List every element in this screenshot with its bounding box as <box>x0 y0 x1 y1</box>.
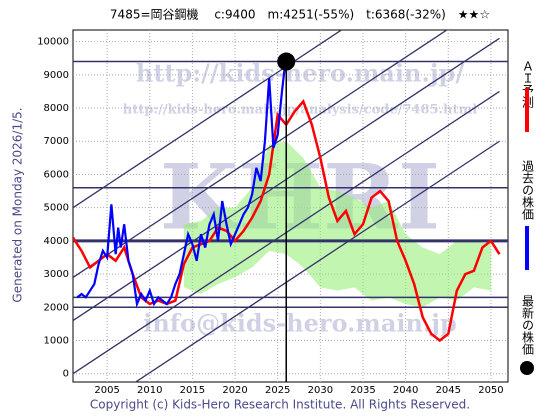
y-tick-label: 2000 <box>44 302 69 313</box>
footer: Copyright (c) Kids-Hero Research Institu… <box>90 398 470 412</box>
watermark: info@kids-hero.main.jp <box>143 309 457 338</box>
x-tick-label: 2005 <box>94 385 119 396</box>
forecast-band <box>183 141 491 308</box>
x-tick-label: 2050 <box>478 385 503 396</box>
y-tick-label: 9000 <box>44 70 69 81</box>
legend-label: 過去の株価 <box>521 160 535 220</box>
y-tick-label: 7000 <box>44 136 69 147</box>
watermark: http://kids-hero.main.jp/ <box>136 59 464 88</box>
y-tick-label: 3000 <box>44 269 69 280</box>
side-label: Generated on Monday 2026/1/5. <box>11 107 25 302</box>
legend-label: 最新の株価 <box>521 295 535 355</box>
x-tick-label: 2025 <box>265 385 290 396</box>
y-tick-label: 8000 <box>44 103 69 114</box>
y-tick-label: 1000 <box>44 335 69 346</box>
x-tick-label: 2035 <box>350 385 375 396</box>
x-tick-label: 2040 <box>393 385 418 396</box>
y-tick-label: 0 <box>63 369 69 380</box>
y-tick-label: 10000 <box>37 37 69 48</box>
x-tick-label: 2030 <box>308 385 333 396</box>
latest-price <box>277 52 296 71</box>
y-tick-label: 4000 <box>44 236 69 247</box>
series-line <box>76 61 287 309</box>
y-tick-label: 5000 <box>44 203 69 214</box>
legend-swatch <box>520 361 534 375</box>
x-tick-label: 2010 <box>137 385 162 396</box>
y-tick-label: 6000 <box>44 169 69 180</box>
legend-label: ＡＩ予測 <box>521 60 535 109</box>
chart-title: 7485=岡谷鋼機 c:9400 m:4251(-55%) t:6368(-32… <box>110 7 490 22</box>
x-tick-label: 2020 <box>222 385 247 396</box>
x-tick-label: 2015 <box>180 385 205 396</box>
x-tick-label: 2045 <box>436 385 461 396</box>
watermark: http://kids-hero.main.jp/analysis/code/7… <box>123 103 478 118</box>
